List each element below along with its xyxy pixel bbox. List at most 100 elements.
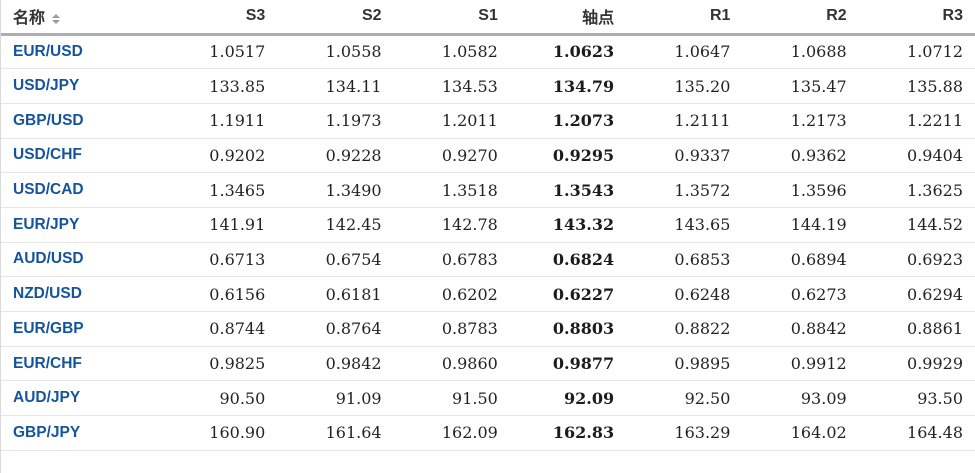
s2-value: 0.6754: [277, 242, 394, 278]
pair-name-link[interactable]: EUR/JPY: [1, 207, 161, 243]
r3-value: 1.3625: [858, 172, 975, 208]
s1-value: 1.3518: [393, 172, 510, 208]
s2-value: 142.45: [277, 207, 394, 243]
column-header-label: S3: [245, 7, 266, 25]
s1-value: 134.53: [393, 68, 510, 104]
r1-value: 1.2111: [626, 103, 743, 139]
r2-value: 0.8842: [742, 311, 859, 347]
r1-value: 0.6248: [626, 276, 743, 312]
pair-name-link[interactable]: GBP/USD: [1, 103, 161, 139]
s1-value: 0.8783: [393, 311, 510, 347]
r2-value: 164.02: [742, 415, 859, 451]
pair-name-link[interactable]: EUR/USD: [1, 34, 161, 70]
s2-value: 1.1973: [277, 103, 394, 139]
s3-value: 133.85: [161, 68, 278, 104]
s1-value: 0.6202: [393, 276, 510, 312]
table-row: EUR/CHF 0.9825 0.9842 0.9860 0.9877 0.9895 0.9…: [1, 346, 975, 382]
column-header-label: R3: [942, 7, 963, 25]
r3-value: 0.9404: [858, 138, 975, 174]
table-row: GBP/JPY 160.90 161.64 162.09 162.83 163.29 164…: [1, 415, 975, 451]
column-header-r1: R1: [626, 0, 743, 36]
s2-value: 0.9228: [277, 138, 394, 174]
column-header-s2: S2: [277, 0, 394, 36]
s3-value: 90.50: [161, 380, 278, 417]
r2-value: 0.6273: [742, 276, 859, 312]
r3-value: 0.9929: [858, 346, 975, 382]
s2-value: 1.0558: [277, 34, 394, 70]
s1-value: 0.9860: [393, 346, 510, 382]
pair-name-link[interactable]: AUD/JPY: [1, 380, 161, 417]
r2-value: 1.2173: [742, 103, 859, 139]
pair-name-link[interactable]: AUD/USD: [1, 242, 161, 278]
pair-name-link[interactable]: NZD/USD: [1, 276, 161, 312]
r3-value: 0.8861: [858, 311, 975, 347]
s2-value: 0.9842: [277, 346, 394, 382]
s1-value: 0.6783: [393, 242, 510, 278]
table-row: NZD/USD 0.6156 0.6181 0.6202 0.6227 0.6248 0.6…: [1, 276, 975, 312]
s1-value: 1.2011: [393, 103, 510, 139]
r3-value: 1.0712: [858, 34, 975, 70]
s3-value: 1.3465: [161, 172, 278, 208]
r3-value: 0.6923: [858, 242, 975, 278]
pivot-value: 0.9295: [509, 138, 627, 174]
column-header-name[interactable]: 名称: [1, 0, 161, 36]
pair-name-link[interactable]: USD/CHF: [1, 138, 161, 174]
table-row: GBP/USD 1.1911 1.1973 1.2011 1.2073 1.2111 1.2…: [1, 103, 975, 139]
s3-value: 1.1911: [161, 103, 278, 139]
pair-name-link[interactable]: USD/CAD: [1, 172, 161, 208]
r1-value: 0.6853: [626, 242, 743, 278]
r1-value: 0.8822: [626, 311, 743, 347]
s3-value: 0.8744: [161, 311, 278, 347]
pair-name-link[interactable]: USD/JPY: [1, 68, 161, 104]
s1-value: 1.0582: [393, 34, 510, 70]
pivot-value: 134.79: [509, 68, 627, 104]
s3-value: 0.9202: [161, 138, 278, 174]
pair-name-link[interactable]: EUR/GBP: [1, 311, 161, 347]
s3-value: 0.6713: [161, 242, 278, 278]
table-row: EUR/GBP 0.8744 0.8764 0.8783 0.8803 0.8822 0.8…: [1, 311, 975, 347]
r2-value: 135.47: [742, 68, 859, 104]
pivot-value: 1.2073: [509, 103, 627, 139]
s3-value: 160.90: [161, 415, 278, 451]
column-header-label: 名称: [13, 10, 46, 28]
r2-value: 0.6894: [742, 242, 859, 278]
r2-value: 93.09: [742, 380, 859, 417]
pivot-value: 0.9877: [509, 346, 627, 382]
column-header-label: 轴点: [582, 10, 615, 28]
pivot-value: 0.6227: [509, 276, 627, 312]
table-row: AUD/USD 0.6713 0.6754 0.6783 0.6824 0.6853 0.6…: [1, 242, 975, 278]
s2-value: 91.09: [277, 380, 394, 417]
column-header-label: R1: [709, 7, 731, 25]
table-row: USD/CHF 0.9202 0.9228 0.9270 0.9295 0.9337 0.9…: [1, 138, 975, 174]
column-header-label: R2: [826, 7, 847, 25]
pivot-value: 0.6824: [509, 242, 627, 278]
r1-value: 0.9337: [626, 138, 743, 174]
r1-value: 1.3572: [626, 172, 743, 208]
table-row: USD/CAD 1.3465 1.3490 1.3518 1.3543 1.3572 1.3…: [1, 172, 975, 208]
s2-value: 161.64: [277, 415, 394, 451]
column-header-r2: R2: [742, 0, 859, 36]
s3-value: 1.0517: [161, 34, 278, 70]
r2-value: 144.19: [742, 207, 859, 243]
table-row: USD/JPY 133.85 134.11 134.53 134.79 135.20 135…: [1, 68, 975, 104]
sort-arrows-icon[interactable]: [52, 14, 61, 25]
pivot-value: 0.8803: [509, 311, 627, 347]
pair-name-link[interactable]: GBP/JPY: [1, 415, 161, 451]
table-body: EUR/USD 1.0517 1.0558 1.0582 1.0623 1.0647 1.0…: [1, 34, 975, 451]
pivot-value: 143.32: [509, 207, 627, 243]
column-header-r3: R3: [858, 0, 975, 36]
column-header-label: S1: [478, 7, 498, 25]
r2-value: 1.3596: [742, 172, 859, 208]
s2-value: 134.11: [277, 68, 394, 104]
column-header-s3: S3: [161, 0, 278, 36]
r1-value: 163.29: [626, 415, 743, 451]
pivot-points-table: 名称 S3 S2 S1 轴点 R1 R2 R3 EUR/USD 1.0517 1.0558 1.05…: [1, 0, 975, 451]
r3-value: 135.88: [858, 68, 975, 104]
s1-value: 142.78: [393, 207, 510, 243]
pair-name-link[interactable]: EUR/CHF: [1, 346, 161, 382]
column-header-s1: S1: [393, 0, 510, 36]
r3-value: 1.2211: [858, 103, 975, 139]
r3-value: 144.52: [858, 207, 975, 243]
s1-value: 0.9270: [393, 138, 510, 174]
header-row: 名称 S3 S2 S1 轴点 R1 R2 R3: [1, 0, 975, 36]
